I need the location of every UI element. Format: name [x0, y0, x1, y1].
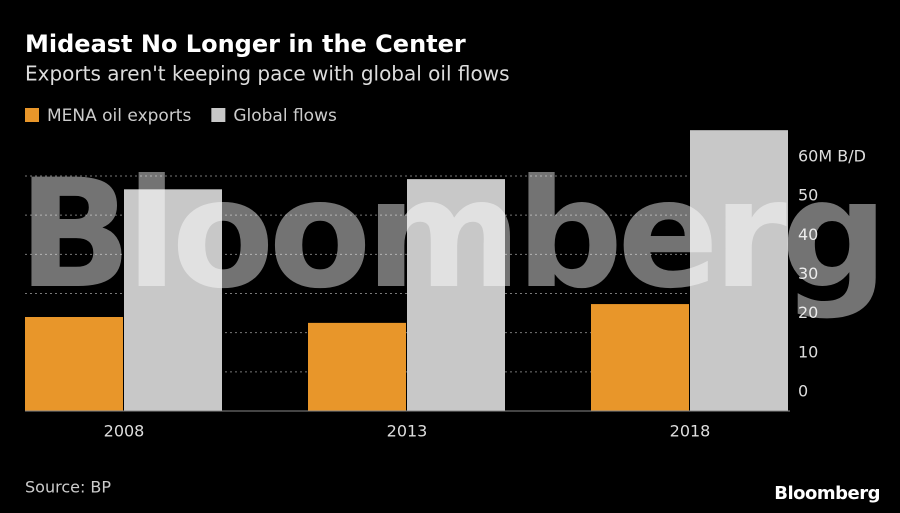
y-tick-label: 20	[798, 303, 818, 322]
bar	[690, 130, 788, 412]
bar	[591, 304, 689, 411]
legend-label: Global flows	[233, 106, 337, 126]
x-tick-label: 2018	[670, 422, 711, 441]
legend-swatch	[25, 108, 39, 122]
legend-label: MENA oil exports	[47, 106, 191, 126]
bar	[124, 189, 222, 411]
bar	[25, 317, 123, 411]
x-tick-label: 2008	[104, 422, 145, 441]
plot: 0 10 20 30 40 50 60M B/D 2008 2013 2018	[25, 130, 866, 441]
legend-swatch	[211, 108, 226, 122]
y-tick-label: 30	[798, 264, 818, 283]
watermark: Bloomberg	[18, 148, 883, 322]
source: Source: BP	[25, 478, 111, 497]
chart-subtitle: Exports aren't keeping pace with global …	[25, 62, 510, 86]
y-tick-label: 50	[798, 186, 818, 205]
y-tick-label: 40	[798, 225, 818, 244]
logo: Bloomberg	[774, 483, 880, 504]
y-tick-label: 10	[798, 342, 818, 361]
legend: MENA oil exports Global flows	[25, 106, 337, 126]
bar	[407, 179, 505, 411]
x-tick-label: 2013	[387, 422, 428, 441]
bar	[308, 322, 406, 411]
chart-title: Mideast No Longer in the Center	[25, 30, 466, 58]
y-tick-label: 60M B/D	[798, 147, 866, 166]
y-tick-label: 0	[798, 382, 808, 401]
